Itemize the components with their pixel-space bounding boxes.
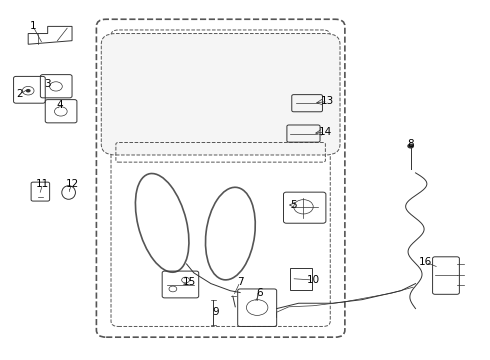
Text: 11: 11 xyxy=(36,179,49,189)
Text: 13: 13 xyxy=(321,96,335,107)
Text: 15: 15 xyxy=(182,277,196,287)
Text: 10: 10 xyxy=(307,275,320,285)
Text: 2: 2 xyxy=(17,89,23,99)
Text: 12: 12 xyxy=(65,179,79,189)
Text: 9: 9 xyxy=(213,307,219,317)
Text: 3: 3 xyxy=(45,78,51,89)
Text: 7: 7 xyxy=(237,277,244,287)
Text: 6: 6 xyxy=(256,288,263,297)
Text: 8: 8 xyxy=(407,139,414,149)
Circle shape xyxy=(26,89,30,93)
Text: 1: 1 xyxy=(30,21,36,31)
Circle shape xyxy=(407,144,414,149)
Text: 16: 16 xyxy=(418,257,432,267)
FancyBboxPatch shape xyxy=(101,33,340,155)
Text: 5: 5 xyxy=(291,200,297,210)
Text: 4: 4 xyxy=(56,100,63,110)
Text: 14: 14 xyxy=(319,127,332,137)
